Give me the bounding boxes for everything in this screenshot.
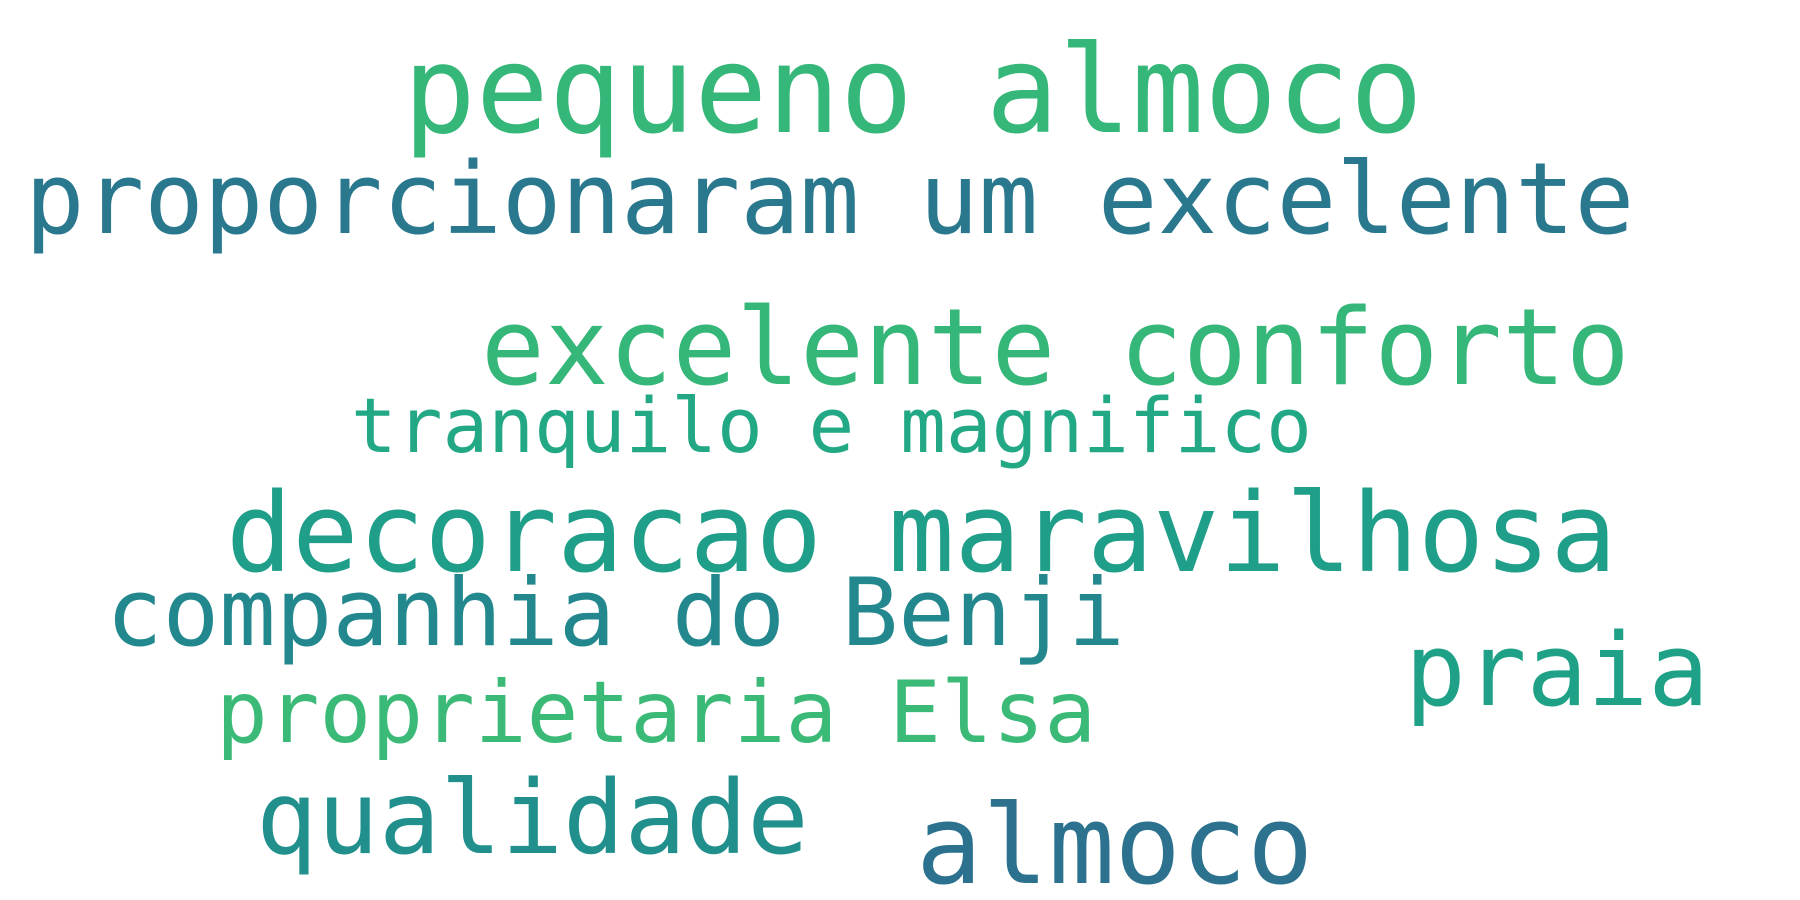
word-decoracao-maravilhosa: decoracao maravilhosa (226, 469, 1617, 597)
word-praia: praia (1405, 611, 1710, 729)
word-almoco: almoco (916, 781, 1314, 900)
word-qualidade: qualidade (256, 759, 809, 878)
word-excelente-conforto: excelente conforto (481, 286, 1630, 409)
word-pequeno-almoco: pequeno almoco (403, 20, 1423, 161)
word-companhia-do-benji: companhia do Benji (106, 559, 1125, 668)
word-tranquilo-e-magnifico: tranquilo e magnifico (351, 381, 1312, 470)
word-proporcionaram-um-excelente: proporcionaram um excelente (25, 142, 1635, 257)
word-proprietaria-elsa: proprietaria Elsa (216, 663, 1097, 763)
